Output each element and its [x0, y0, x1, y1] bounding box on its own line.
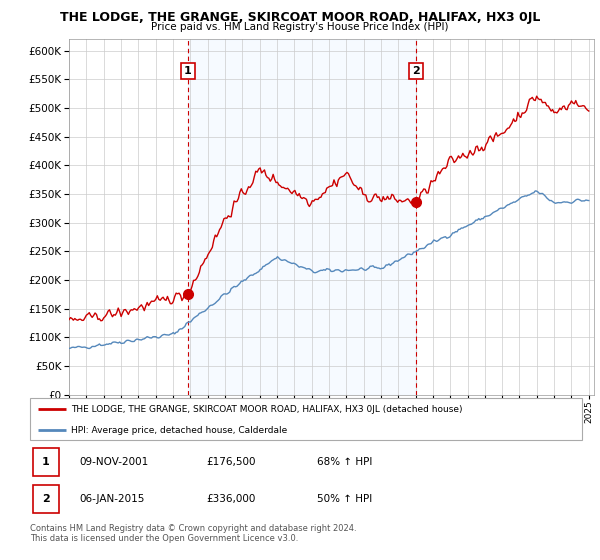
Text: 50% ↑ HPI: 50% ↑ HPI: [317, 494, 372, 504]
Text: 2: 2: [42, 494, 50, 504]
FancyBboxPatch shape: [33, 447, 59, 477]
Text: Price paid vs. HM Land Registry's House Price Index (HPI): Price paid vs. HM Land Registry's House …: [151, 22, 449, 32]
Text: 06-JAN-2015: 06-JAN-2015: [80, 494, 145, 504]
Bar: [188, 39, 416, 395]
Text: Contains HM Land Registry data © Crown copyright and database right 2024.: Contains HM Land Registry data © Crown c…: [30, 524, 356, 533]
Text: 1: 1: [42, 457, 50, 467]
Text: £336,000: £336,000: [206, 494, 256, 504]
Text: £176,500: £176,500: [206, 457, 256, 467]
Text: THE LODGE, THE GRANGE, SKIRCOAT MOOR ROAD, HALIFAX, HX3 0JL: THE LODGE, THE GRANGE, SKIRCOAT MOOR ROA…: [60, 11, 540, 24]
Text: 1: 1: [184, 66, 192, 76]
FancyBboxPatch shape: [33, 485, 59, 514]
FancyBboxPatch shape: [30, 398, 582, 440]
Text: 2: 2: [412, 66, 420, 76]
Text: HPI: Average price, detached house, Calderdale: HPI: Average price, detached house, Cald…: [71, 426, 287, 435]
Text: 09-NOV-2001: 09-NOV-2001: [80, 457, 149, 467]
Text: 68% ↑ HPI: 68% ↑ HPI: [317, 457, 373, 467]
Text: THE LODGE, THE GRANGE, SKIRCOAT MOOR ROAD, HALIFAX, HX3 0JL (detached house): THE LODGE, THE GRANGE, SKIRCOAT MOOR ROA…: [71, 405, 463, 414]
Text: This data is licensed under the Open Government Licence v3.0.: This data is licensed under the Open Gov…: [30, 534, 298, 543]
